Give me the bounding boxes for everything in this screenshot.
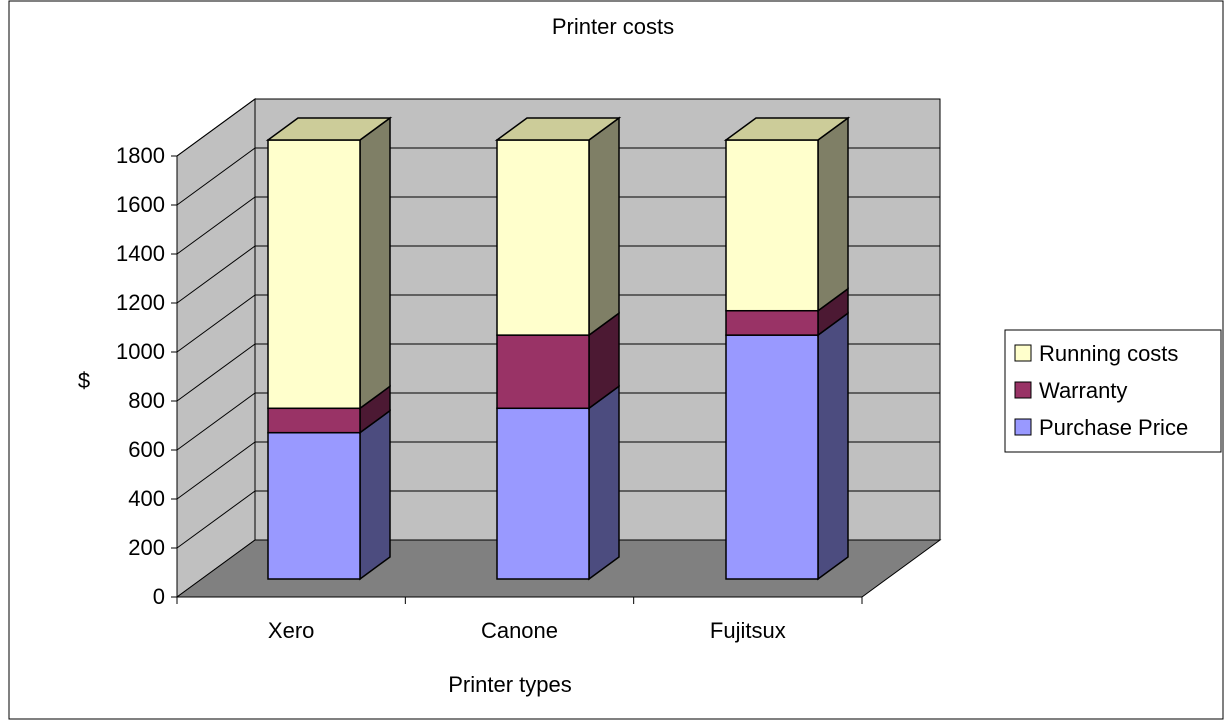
grid-line-side — [176, 392, 256, 451]
legend-label-warranty: Warranty — [1039, 378, 1127, 403]
bars — [265, 116, 851, 581]
grid-line-side — [176, 490, 256, 549]
legend-label-purchase-price: Purchase Price — [1039, 415, 1188, 440]
bar-top-running-costs-fujitsux — [723, 117, 851, 141]
x-axis-title: Printer types — [448, 672, 572, 697]
chart-title: Printer costs — [552, 14, 674, 39]
y-tick-label: 1600 — [116, 192, 165, 217]
y-tick-label: 1200 — [116, 290, 165, 315]
grid-line-side — [176, 245, 256, 304]
grid-line-side — [176, 196, 256, 255]
x-tick-labels: Xero Canone Fujitsux — [268, 618, 786, 643]
legend-box — [1004, 329, 1222, 453]
bar-stack-canone — [494, 116, 622, 581]
legend-swatch-running-costs — [1014, 344, 1032, 362]
bar-running-costs-fujitsux — [725, 139, 819, 312]
grid-line-side — [176, 147, 256, 206]
y-tick-label: 800 — [128, 388, 165, 413]
bar-purchase-price-canone — [496, 407, 590, 580]
y-tick-label: 400 — [128, 486, 165, 511]
x-tick-label-canone: Canone — [481, 618, 558, 643]
bar-running-costs-canone — [496, 139, 590, 336]
grid-line-side — [176, 343, 256, 402]
bar-side-running-costs-xero — [359, 116, 391, 410]
grid-line-side — [176, 441, 256, 500]
legend: Running costs Warranty Purchase Price — [1004, 329, 1222, 453]
y-tick-labels: 0 200 400 600 800 1000 1200 1400 1600 1800 — [116, 143, 165, 609]
bar-side-purchase-price-canone — [588, 384, 620, 581]
legend-items: Running costs Warranty Purchase Price — [1014, 341, 1188, 440]
bar-side-running-costs-fujitsux — [817, 116, 849, 313]
bar-purchase-price-fujitsux — [725, 334, 819, 580]
bar-top-running-costs-xero — [265, 117, 393, 141]
bar-stack-xero — [265, 116, 393, 581]
x-tick-label-xero: Xero — [268, 618, 314, 643]
grid-line-side — [176, 98, 256, 157]
y-tick-label: 1000 — [116, 339, 165, 364]
y-tick-label: 600 — [128, 437, 165, 462]
bar-running-costs-xero — [267, 139, 361, 410]
bar-warranty-xero — [267, 407, 361, 434]
y-tick-label: 1800 — [116, 143, 165, 168]
bar-side-purchase-price-fujitsux — [817, 311, 849, 581]
x-tick-label-fujitsux: Fujitsux — [710, 618, 786, 643]
bar-stack-fujitsux — [723, 116, 851, 581]
axes — [171, 155, 863, 604]
y-axis-title: $ — [78, 368, 90, 393]
bar-top-running-costs-canone — [494, 117, 622, 141]
bar-side-purchase-price-xero — [359, 409, 391, 581]
grid-line-side — [176, 294, 256, 353]
bar-warranty-fujitsux — [725, 309, 819, 336]
y-tick-label: 1400 — [116, 241, 165, 266]
bar-side-running-costs-canone — [588, 116, 620, 337]
y-tick-label: 0 — [153, 584, 165, 609]
y-tick-label: 200 — [128, 535, 165, 560]
bar-warranty-canone — [496, 334, 590, 410]
side-wall — [176, 98, 256, 598]
legend-swatch-warranty — [1014, 381, 1032, 399]
legend-label-running-costs: Running costs — [1039, 341, 1178, 366]
bar-purchase-price-xero — [267, 431, 361, 580]
legend-swatch-purchase-price — [1014, 418, 1032, 436]
